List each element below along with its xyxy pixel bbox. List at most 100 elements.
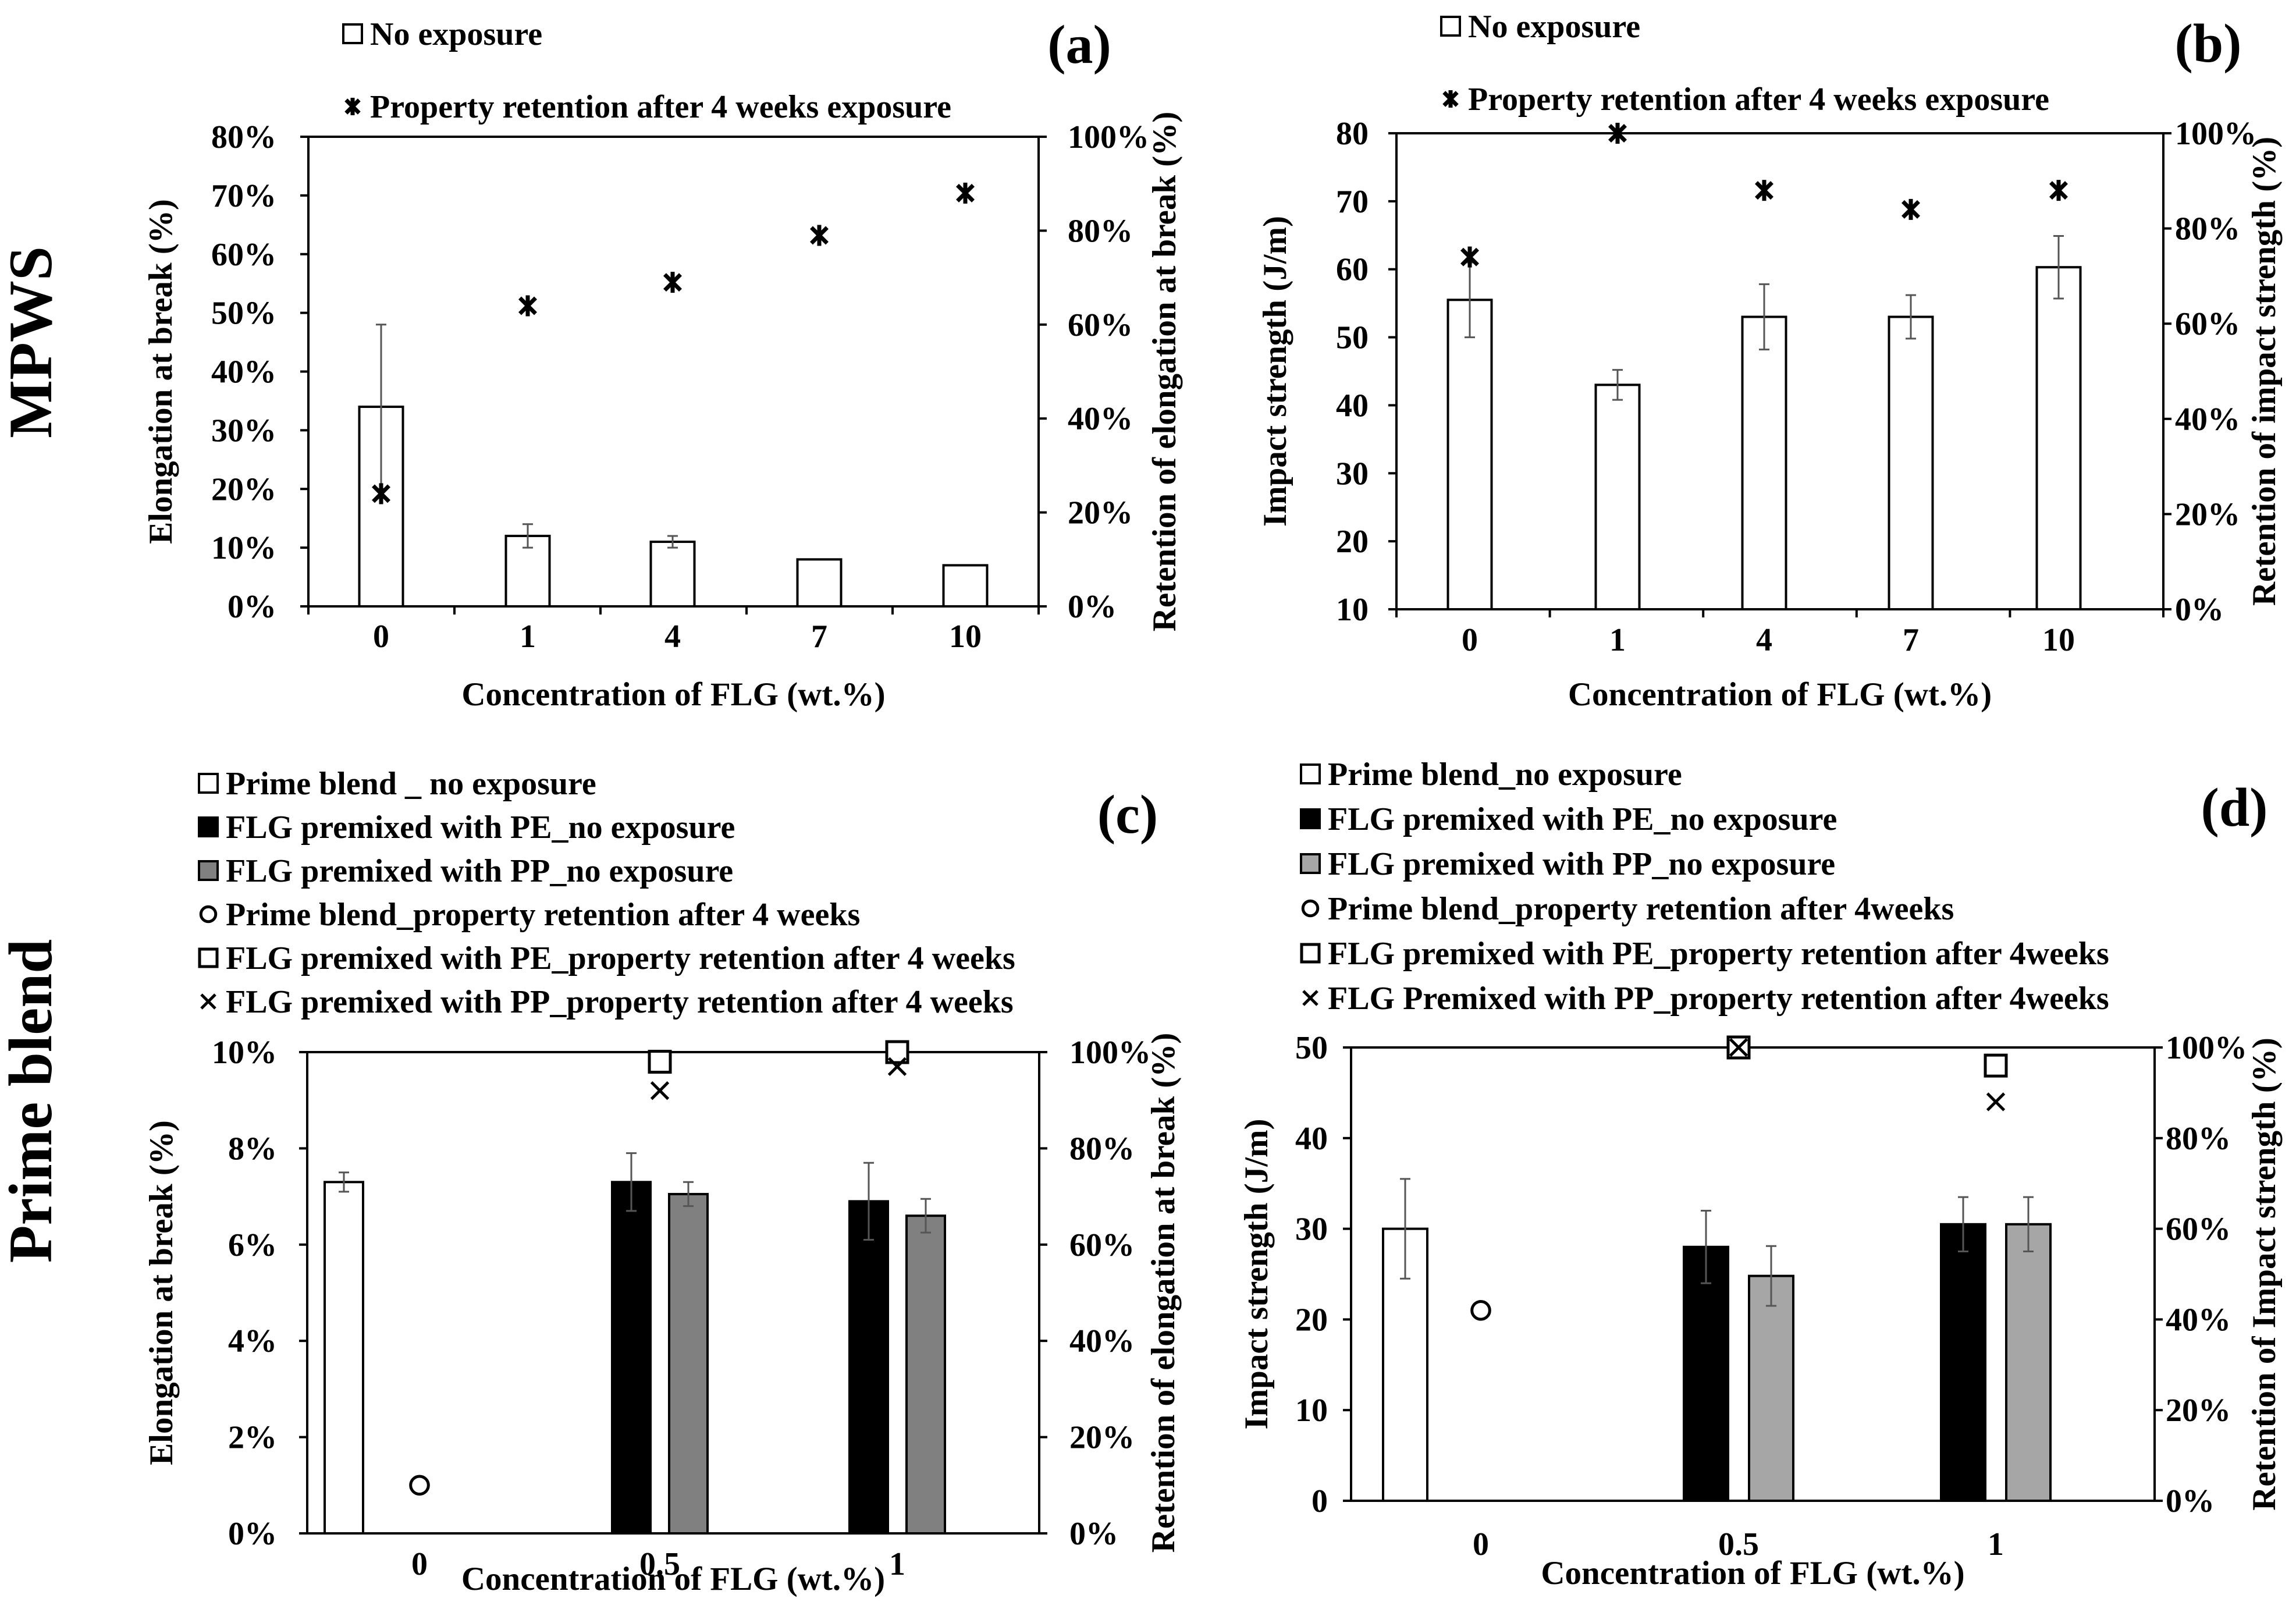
legend-swatch	[342, 23, 363, 44]
bar	[905, 1214, 946, 1535]
y2-tick-label: 60%	[1069, 1227, 1135, 1263]
legend-label: FLG premixed with PP_no exposure	[1328, 846, 1835, 882]
legend-label: No exposure	[370, 16, 542, 52]
x-axis-title: Concentration of FLG (wt.%)	[461, 676, 885, 713]
legend-marker	[1300, 943, 1321, 964]
legend-marker	[200, 993, 216, 1010]
y-tick-label: 70	[1336, 184, 1369, 220]
legend-item: Prime blend_property retention after 4 w…	[199, 897, 860, 933]
legend-label: Prime blend_no exposure	[1328, 756, 1682, 793]
x-tick-label: 1	[1609, 622, 1626, 658]
legend-item: FLG Premixed with PP_property retention …	[1302, 981, 2109, 1017]
retention-marker	[372, 483, 390, 505]
y-tick-label: 70%	[211, 178, 276, 214]
x-axis-title: Concentration of FLG (wt.%)	[1541, 1555, 1964, 1592]
legend-swatch	[1300, 808, 1321, 829]
legend-item: Prime blend_property retention after 4we…	[1301, 891, 1954, 927]
legend-item: FLG premixed with PP_no exposure	[198, 853, 733, 889]
legend-label: No exposure	[1468, 9, 1640, 45]
bar	[942, 564, 989, 608]
legend-label: FLG premixed with PE_property retention …	[226, 940, 1015, 976]
bar	[1683, 1245, 1729, 1502]
legend-label: FLG premixed with PE_no exposure	[226, 809, 735, 846]
y2-tick-label: 60%	[2166, 1212, 2231, 1248]
legend-item: FLG premixed with PE_property retention …	[1300, 936, 2109, 972]
legend-item: FLG premixed with PP_no exposure	[1300, 846, 1835, 882]
legend-label: FLG premixed with PE_property retention …	[1328, 936, 2109, 972]
retention-marker	[956, 182, 975, 204]
x-axis-title: Concentration of FLG (wt.%)	[1568, 676, 1992, 713]
y-tick-label: 80%	[211, 119, 276, 155]
legend-label: Property retention after 4 weeks exposur…	[1468, 81, 2049, 118]
legend-swatch	[198, 816, 219, 837]
y2-tick-label: 20%	[2166, 1393, 2231, 1429]
x-tick-label: 0	[373, 619, 389, 655]
retention-marker	[409, 1475, 430, 1496]
bar	[848, 1200, 889, 1535]
y-tick-label: 30	[1336, 456, 1369, 492]
y-axis-title: Elongation at break (%)	[143, 1120, 180, 1465]
y-tick-label: 80	[1336, 116, 1369, 152]
legend-label: Prime blend_property retention after 4we…	[1328, 891, 1954, 927]
retention-marker	[887, 1057, 907, 1076]
legend-item: No exposure	[1440, 9, 1640, 45]
retention-marker	[648, 1050, 672, 1074]
chart-panel-d: 0 10 20 30 40 50 0% 20% 40% 60% 80% 100% 0 0.5 1 Concen…	[1238, 756, 2283, 1592]
retention-marker	[1986, 1092, 2006, 1111]
chart-panel-c: 0% 2% 4% 6% 8% 10% 0% 20% 40% 60% 80% 100% 0 0.5 1Conc…	[143, 766, 1182, 1597]
legend-item: FLG premixed with PE_no exposure	[1300, 801, 1837, 837]
y-tick-label: 2%	[228, 1420, 277, 1456]
y-tick-label: 6%	[228, 1227, 277, 1263]
y2-tick-label: 20%	[1068, 495, 1133, 531]
y-tick-label: 10	[1295, 1393, 1328, 1429]
y2-tick-label: 0%	[1068, 589, 1117, 625]
x-tick-label: 7	[811, 619, 827, 655]
y2-tick-label: 40%	[2166, 1302, 2231, 1338]
legend-item: Property retention after 4 weeks exposur…	[344, 89, 951, 125]
y-tick-label: 50%	[211, 296, 276, 332]
y-tick-label: 0	[1312, 1483, 1328, 1519]
legend-item: FLG premixed with PP_property retention …	[200, 984, 1014, 1020]
y2-tick-label: 20%	[2175, 496, 2240, 532]
retention-marker	[2049, 180, 2068, 201]
y-tick-label: 0%	[228, 589, 276, 625]
x-tick-label: 0	[1473, 1526, 1489, 1562]
y-tick-label: 10%	[212, 1035, 277, 1071]
legend-label: FLG premixed with PP_no exposure	[226, 853, 733, 889]
y2-tick-label: 80%	[1068, 213, 1133, 249]
legend-swatch	[198, 773, 219, 794]
chart-panel-b: 10 20 30 40 50 60 70 80 0% 20% 40% 60% 80% 100% 0 1 4 7 10…	[1257, 9, 2283, 713]
y-tick-label: 40	[1295, 1121, 1328, 1157]
legend-item: Property retention after 4 weeks exposur…	[1442, 81, 2049, 118]
y2-tick-label: 0%	[2175, 592, 2224, 628]
retention-marker	[1608, 123, 1627, 144]
y-tick-label: 50	[1295, 1030, 1328, 1066]
retention-marker	[663, 272, 682, 293]
legend-marker	[344, 98, 361, 115]
legend-swatch	[198, 860, 219, 881]
x-tick-label: 0	[411, 1546, 428, 1582]
y-tick-label: 10%	[211, 530, 276, 566]
y-tick-label: 20	[1336, 524, 1369, 560]
y2-tick-label: 60%	[2175, 306, 2240, 342]
y2-tick-label: 40%	[1069, 1323, 1135, 1359]
x-tick-label: 1	[520, 619, 536, 655]
x-tick-label: 4	[1756, 622, 1772, 658]
retention-marker	[1729, 1038, 1748, 1057]
y-tick-label: 10	[1336, 592, 1369, 628]
y-tick-label: 4%	[228, 1323, 277, 1359]
x-tick-label: 0.5	[1718, 1526, 1759, 1562]
y-tick-label: 60	[1336, 252, 1369, 288]
y-tick-label: 0%	[228, 1516, 277, 1552]
row-label-mpws: MPWS	[0, 246, 65, 438]
legend-marker	[198, 947, 219, 968]
y2-tick-label: 100%	[2175, 116, 2256, 152]
y-axis-title: Impact strength (J/m)	[1238, 1118, 1275, 1429]
y-axis-title: Elongation at break (%)	[143, 199, 179, 544]
retention-marker	[650, 1081, 670, 1100]
bar	[1940, 1223, 1986, 1503]
bar	[668, 1192, 709, 1535]
panel-letter: (c)	[1097, 784, 1158, 845]
bar	[1446, 299, 1493, 610]
y-axis-title: Impact strength (J/m)	[1257, 216, 1293, 527]
